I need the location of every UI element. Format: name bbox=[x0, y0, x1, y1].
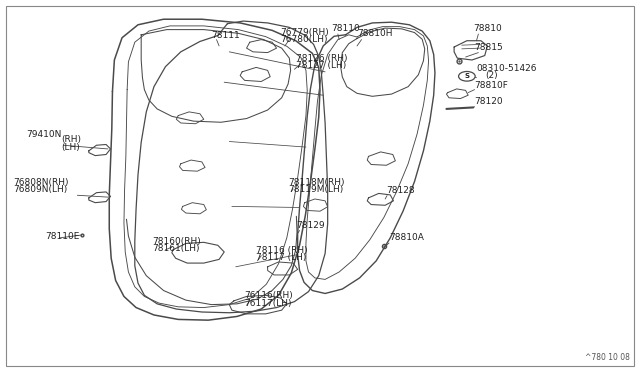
Text: 78128: 78128 bbox=[387, 186, 415, 195]
Text: 78120: 78120 bbox=[474, 97, 503, 106]
Text: 78160(RH): 78160(RH) bbox=[153, 237, 202, 246]
Text: 78129: 78129 bbox=[296, 221, 324, 230]
Text: (2): (2) bbox=[484, 71, 497, 80]
Text: 78118M(RH): 78118M(RH) bbox=[288, 178, 344, 187]
Text: 78110E: 78110E bbox=[45, 232, 80, 241]
Text: 78127 (LH): 78127 (LH) bbox=[296, 61, 346, 70]
Text: 78126 (RH): 78126 (RH) bbox=[296, 54, 348, 63]
Text: (RH): (RH) bbox=[61, 135, 81, 144]
Text: 76780(LH): 76780(LH) bbox=[280, 35, 328, 44]
Text: 78810F: 78810F bbox=[474, 81, 508, 90]
Text: (LH): (LH) bbox=[61, 143, 80, 152]
Text: 76808N(RH): 76808N(RH) bbox=[13, 178, 69, 187]
Text: 78161(LH): 78161(LH) bbox=[153, 244, 200, 253]
Text: ^780 10 08: ^780 10 08 bbox=[585, 353, 630, 362]
Text: S: S bbox=[465, 73, 469, 79]
Text: 79410N: 79410N bbox=[26, 129, 61, 138]
Text: 78810H: 78810H bbox=[357, 29, 392, 38]
Text: 76117(LH): 76117(LH) bbox=[244, 299, 292, 308]
Text: 78117 (LH): 78117 (LH) bbox=[256, 253, 307, 262]
Text: 78116 (RH): 78116 (RH) bbox=[256, 246, 308, 254]
Text: 78810: 78810 bbox=[473, 24, 502, 33]
Text: 76116(RH): 76116(RH) bbox=[244, 291, 293, 300]
Text: 78111: 78111 bbox=[211, 31, 240, 39]
Text: 78119M(LH): 78119M(LH) bbox=[288, 185, 343, 194]
Text: 76779(RH): 76779(RH) bbox=[280, 28, 329, 37]
Text: 78810A: 78810A bbox=[389, 233, 424, 242]
Text: 78815: 78815 bbox=[474, 43, 503, 52]
Text: 08310-51426: 08310-51426 bbox=[476, 64, 537, 73]
Text: 76809N(LH): 76809N(LH) bbox=[13, 185, 68, 194]
Text: 78110: 78110 bbox=[332, 24, 360, 33]
